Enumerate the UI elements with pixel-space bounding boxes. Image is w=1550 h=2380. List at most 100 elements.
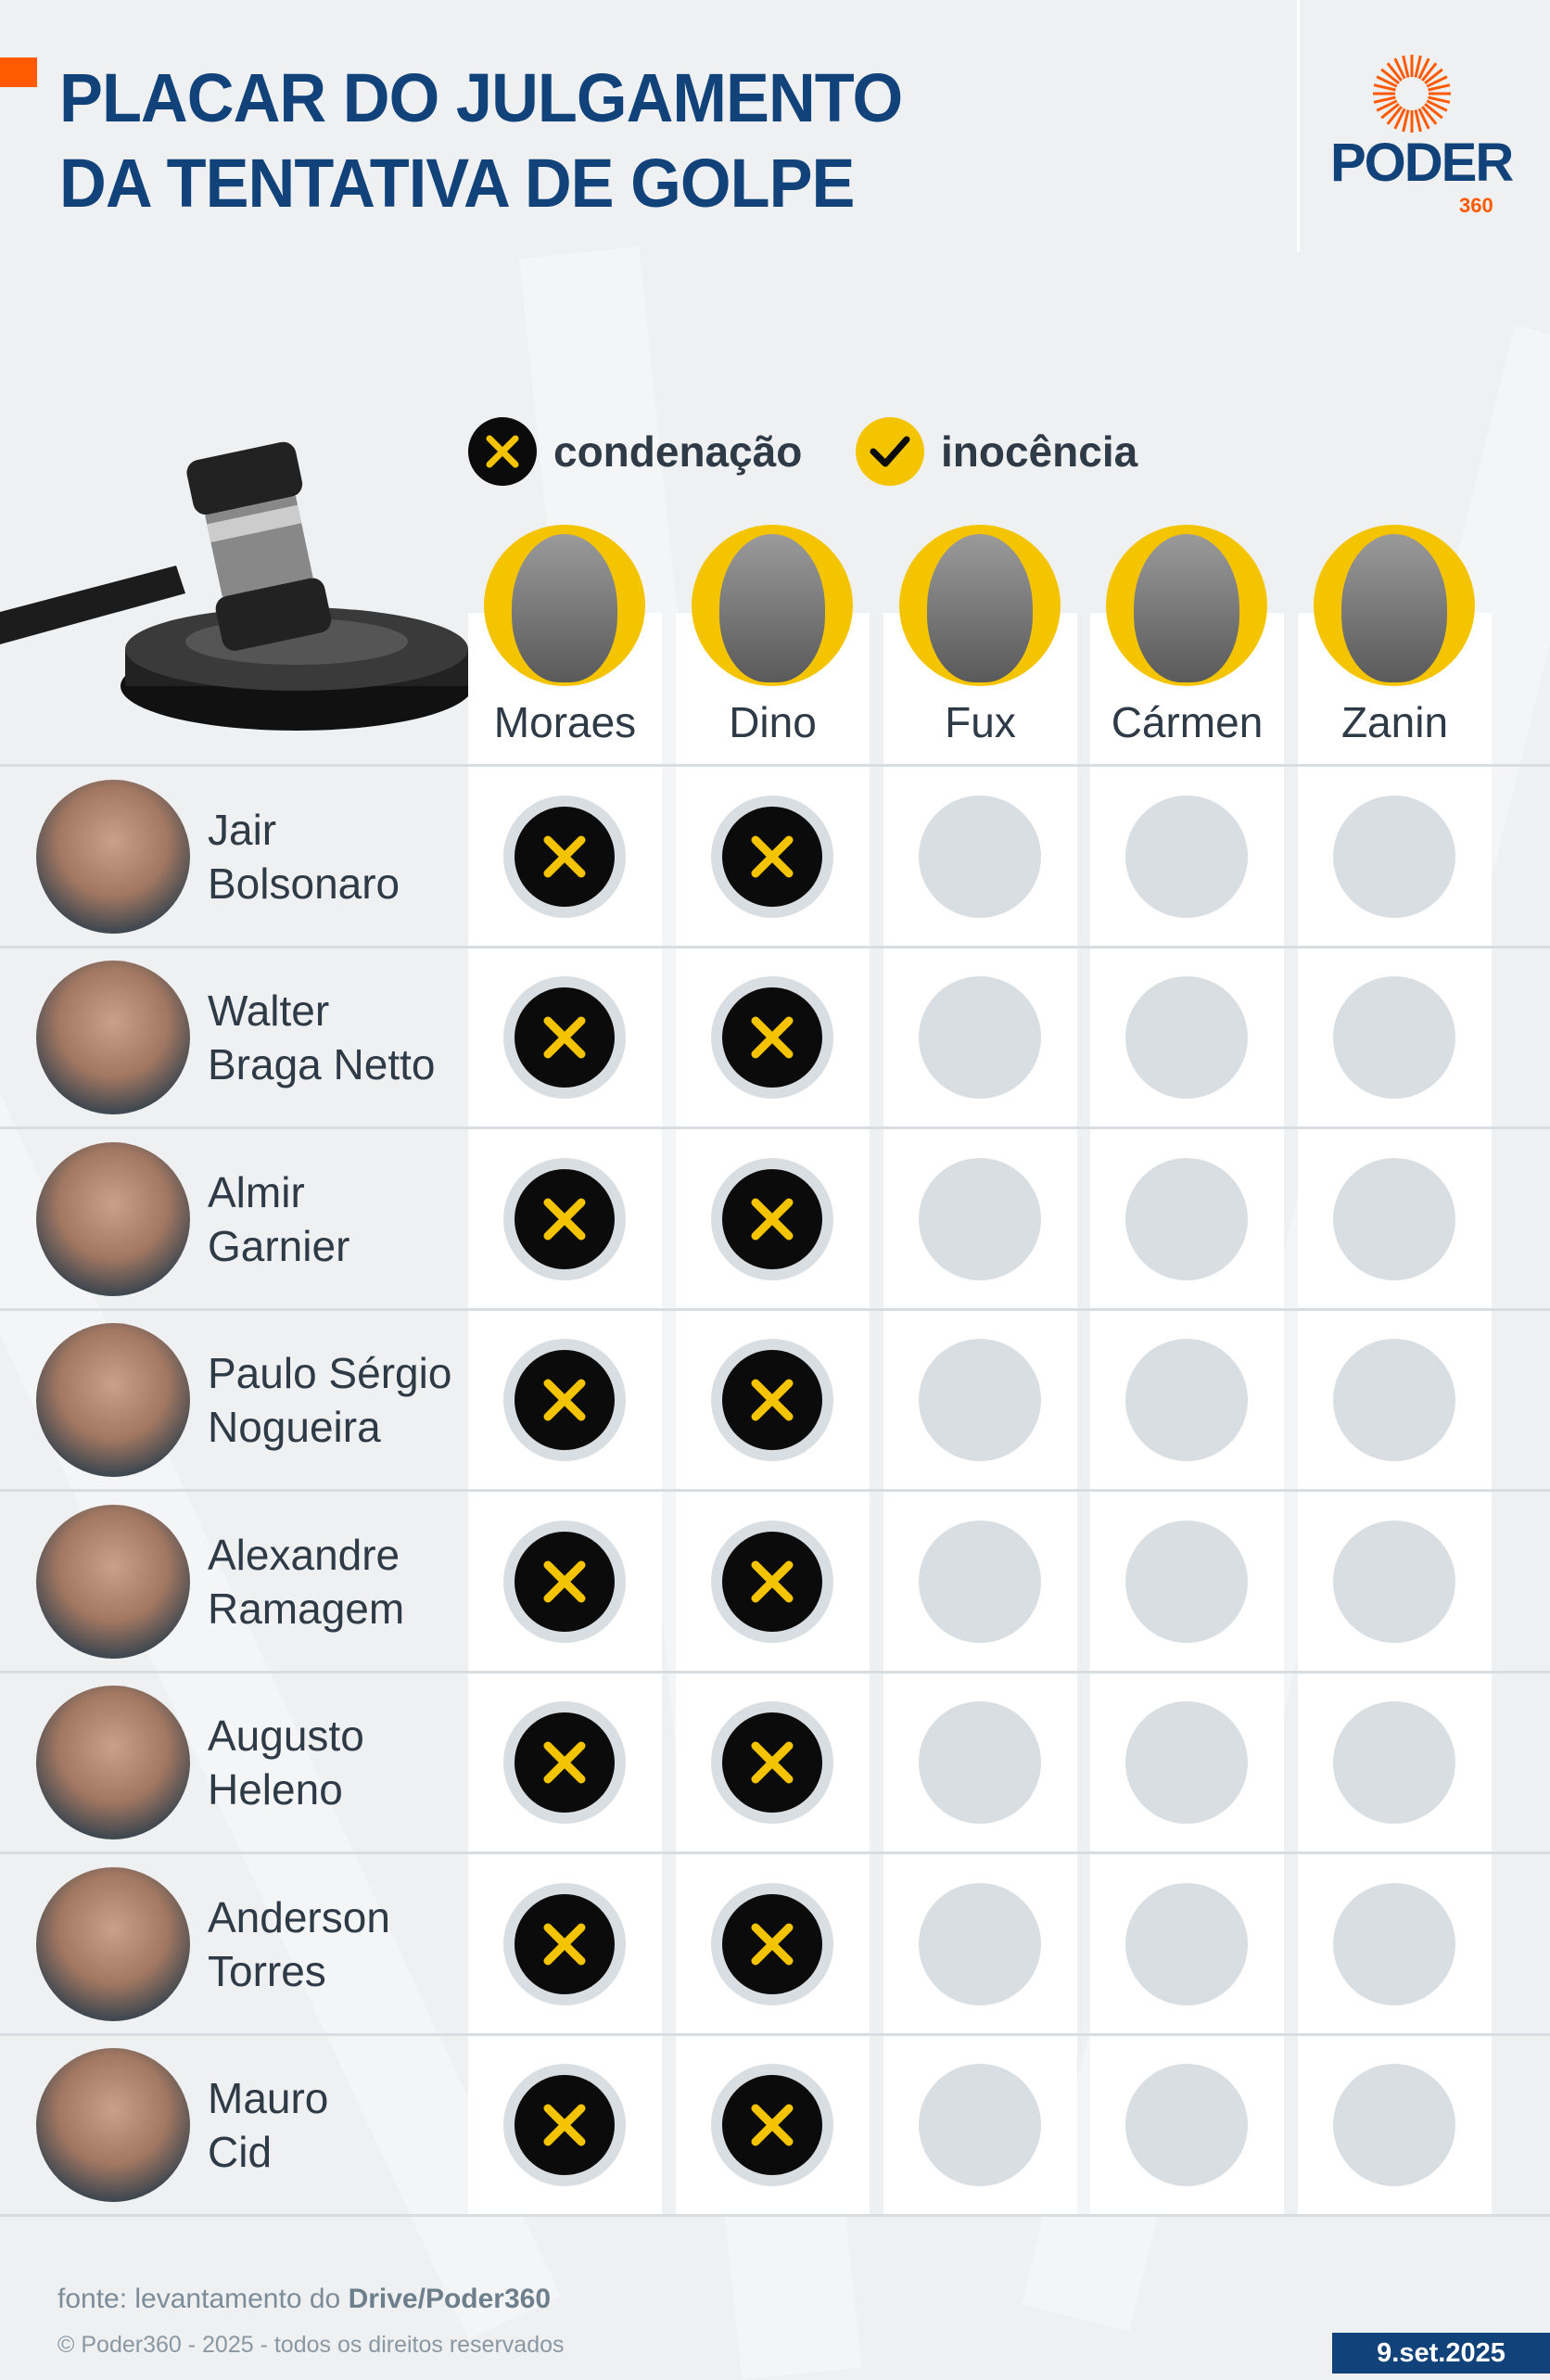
row-divider	[0, 1489, 1550, 1492]
last-name: Heleno	[208, 1765, 343, 1814]
x-icon	[515, 1531, 615, 1632]
header-divider	[1297, 0, 1300, 252]
vote-pending	[919, 1339, 1041, 1462]
last-name: Bolsonaro	[208, 859, 400, 908]
check-icon	[856, 417, 924, 486]
date-badge: 9.set.2025	[1332, 2333, 1550, 2374]
judge-name: Dino	[729, 698, 817, 746]
vote-pending	[919, 1701, 1041, 1825]
vote-condenacao	[503, 1701, 626, 1825]
row-divider	[0, 1126, 1550, 1129]
x-icon	[722, 1168, 822, 1269]
vote-condenacao	[503, 1882, 626, 2005]
vote-pending	[1333, 795, 1455, 918]
vote-condenacao	[711, 1339, 833, 1462]
x-icon	[722, 1531, 822, 1632]
row-divider	[0, 2032, 1550, 2036]
row-divider	[0, 1852, 1550, 1854]
x-icon	[515, 987, 615, 1088]
title-line-1: PLACAR DO JULGAMENTO	[59, 59, 903, 136]
legend-condenacao: condenação	[468, 417, 802, 486]
judge-name: Zanin	[1340, 698, 1449, 746]
judge-photo	[899, 525, 1061, 686]
vote-condenacao	[503, 795, 626, 918]
vote-pending	[919, 976, 1041, 1100]
judge-name: Cármen	[1111, 698, 1264, 746]
vote-condenacao	[711, 1701, 833, 1825]
vote-condenacao	[711, 1157, 833, 1280]
vote-pending	[1333, 2064, 1455, 2187]
last-name: Braga Netto	[208, 1040, 436, 1089]
vote-condenacao	[711, 795, 833, 918]
judge-photo	[692, 525, 853, 686]
vote-pending	[1125, 2064, 1248, 2187]
vote-pending	[1125, 976, 1248, 1100]
vote-pending	[1125, 1339, 1248, 1462]
row-divider	[0, 2214, 1550, 2217]
x-icon	[722, 1712, 822, 1814]
x-icon	[722, 1350, 822, 1451]
vote-pending	[1333, 1882, 1455, 2005]
vote-condenacao	[711, 976, 833, 1100]
row-divider	[0, 1307, 1550, 1311]
first-name: Augusto	[208, 1712, 364, 1761]
vote-condenacao	[503, 2064, 626, 2187]
copyright: © Poder360 - 2025 - todos os direitos re…	[57, 2332, 565, 2358]
judge-name: Fux	[945, 698, 1016, 746]
avatar	[36, 1323, 190, 1478]
vote-condenacao	[503, 1520, 626, 1643]
vote-pending	[919, 2064, 1041, 2187]
logo-text: PODER	[1330, 133, 1514, 193]
defendant-name: Anderson Torres	[208, 1890, 390, 1998]
row-divider	[0, 1670, 1550, 1674]
legend-inocencia: inocência	[856, 417, 1137, 486]
vote-pending	[1125, 1157, 1248, 1280]
defendant-name: Augusto Heleno	[208, 1709, 364, 1816]
first-name: Mauro	[208, 2074, 329, 2123]
vote-pending	[1125, 1701, 1248, 1825]
vote-pending	[919, 795, 1041, 918]
defendant-name: Almir Garnier	[208, 1165, 349, 1273]
vote-pending	[1333, 1339, 1455, 1462]
vote-condenacao	[711, 1520, 833, 1643]
legend-label: inocência	[941, 427, 1138, 476]
last-name: Ramagem	[208, 1584, 405, 1633]
x-icon	[515, 1168, 615, 1269]
avatar	[36, 1141, 190, 1296]
x-icon	[722, 2075, 822, 2176]
defendant-name: Walter Braga Netto	[208, 984, 435, 1091]
last-name: Cid	[208, 2128, 273, 2177]
defendant-name: Paulo Sérgio Nogueira	[208, 1346, 451, 1454]
x-icon	[515, 2075, 615, 2176]
vote-pending	[919, 1157, 1041, 1280]
vote-pending	[1125, 795, 1248, 918]
first-name: Almir	[208, 1167, 305, 1216]
vote-pending	[1333, 976, 1455, 1100]
sun-logo-icon	[1373, 55, 1451, 133]
avatar	[36, 1504, 190, 1659]
vote-pending	[919, 1882, 1041, 2005]
first-name: Walter	[208, 986, 330, 1036]
x-icon	[722, 1893, 822, 1994]
defendant-name: Jair Bolsonaro	[208, 803, 400, 910]
judge-photo	[1106, 525, 1267, 686]
defendant-name: Mauro Cid	[208, 2071, 328, 2179]
x-icon	[515, 1893, 615, 1994]
title-line-2: DA TENTATIVA DE GOLPE	[59, 145, 855, 222]
vote-condenacao	[503, 1157, 626, 1280]
first-name: Paulo Sérgio	[208, 1349, 452, 1398]
source-note: fonte: levantamento do Drive/Poder360	[57, 2283, 551, 2316]
vote-pending	[1125, 1520, 1248, 1643]
judge-photo	[1314, 525, 1475, 686]
vote-pending	[1333, 1701, 1455, 1825]
defendant-name: Alexandre Ramagem	[208, 1528, 404, 1635]
vote-condenacao	[711, 2064, 833, 2187]
x-icon	[515, 1350, 615, 1451]
gavel-icon	[0, 441, 473, 731]
judge-photo	[484, 525, 645, 686]
x-icon	[515, 1712, 615, 1814]
avatar	[36, 961, 190, 1115]
vote-condenacao	[711, 1882, 833, 2005]
source-name: Drive/Poder360	[348, 2284, 552, 2314]
avatar	[36, 1686, 190, 1840]
